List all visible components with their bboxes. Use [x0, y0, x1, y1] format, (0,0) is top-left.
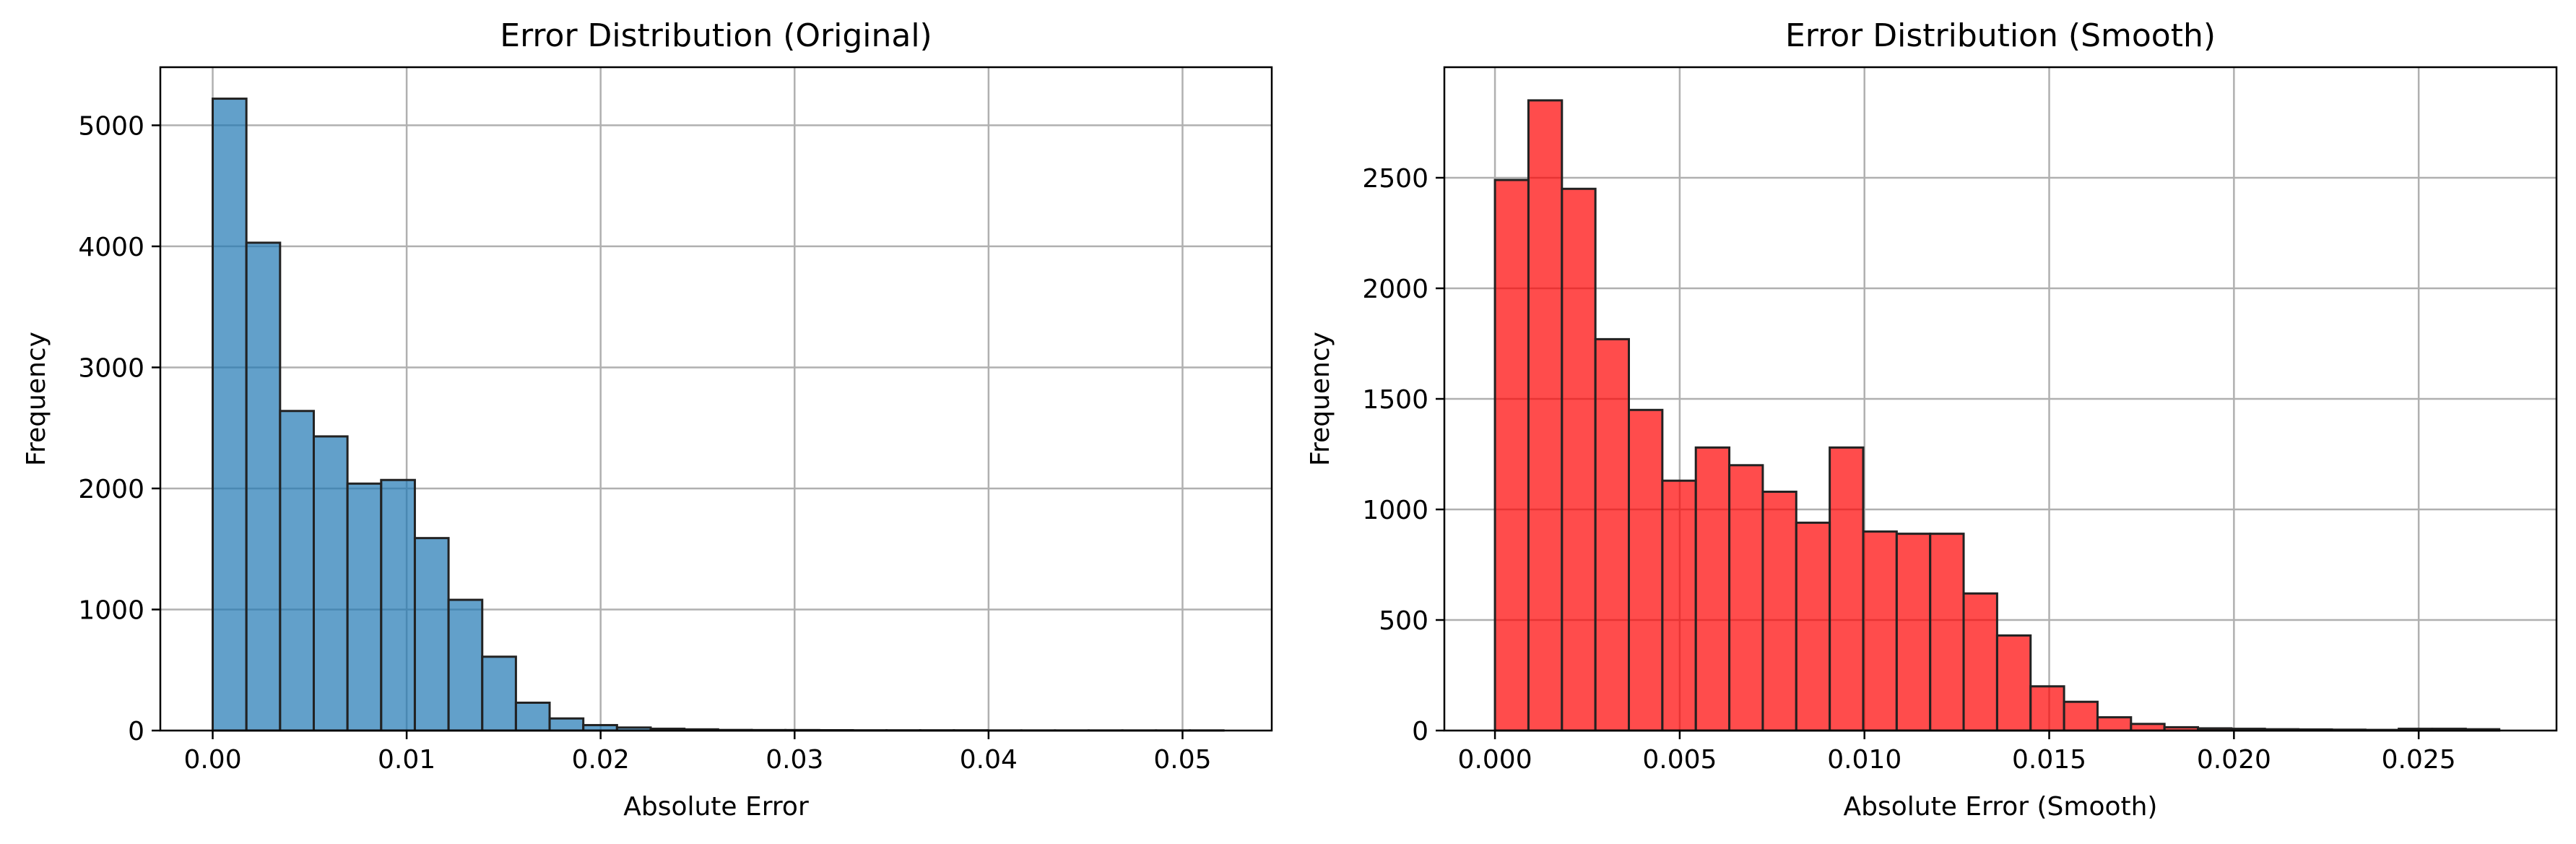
histogram-bar — [548, 717, 585, 732]
histogram-bar — [1493, 178, 1530, 732]
histogram-bar — [312, 435, 349, 732]
histogram-bar — [346, 482, 383, 732]
y-tick-label: 0 — [1412, 717, 1428, 746]
y-tick-label: 500 — [1379, 606, 1428, 636]
histogram-bar — [481, 655, 517, 732]
y-tick-label: 1500 — [1362, 385, 1428, 415]
x-tick-label: 0.00 — [183, 745, 241, 775]
y-axis-label: Frequency — [1306, 332, 1335, 466]
y-tick-label: 2000 — [1362, 275, 1428, 304]
chart-title: Error Distribution (Smooth) — [1785, 17, 2216, 54]
histogram-bar — [1862, 530, 1898, 732]
histogram-bar — [514, 701, 551, 732]
x-tick-label: 0.01 — [378, 745, 435, 775]
histogram-bar — [245, 241, 282, 732]
histogram-bar — [1527, 99, 1564, 732]
histogram-bar — [1694, 446, 1731, 732]
y-tick-label: 2000 — [78, 475, 144, 504]
histogram-bar — [1895, 533, 1932, 732]
y-tick-label: 3000 — [78, 353, 144, 383]
chart-panel-1: 0.00 0.01 0.02 0.03 0.04 0.05 0 1000 2000 3000 400… — [22, 17, 1273, 822]
y-tick-label: 2500 — [1362, 164, 1428, 194]
y-tick-label: 1000 — [78, 595, 144, 625]
x-tick-label: 0.015 — [2012, 745, 2086, 775]
x-tick-label: 0.04 — [960, 745, 1018, 775]
x-tick-label: 0.02 — [572, 745, 630, 775]
histogram-bar — [1761, 491, 1797, 732]
histogram-bar — [212, 98, 248, 732]
x-tick-label: 0.03 — [766, 745, 823, 775]
x-tick-label: 0.05 — [1153, 745, 1211, 775]
y-tick-label: 4000 — [78, 233, 144, 262]
x-axis-label: Absolute Error — [623, 792, 809, 822]
histogram-bar — [380, 478, 416, 732]
histogram-bar — [447, 598, 484, 732]
y-tick-label: 1000 — [1362, 496, 1428, 525]
histogram-bar — [413, 537, 450, 732]
histogram-bar — [279, 410, 315, 732]
plot-frame — [159, 66, 1273, 732]
y-tick-label: 0 — [128, 717, 144, 746]
x-tick-label: 0.010 — [1827, 745, 1901, 775]
x-tick-label: 0.005 — [1642, 745, 1717, 775]
x-tick-label: 0.025 — [2382, 745, 2456, 775]
histogram-bar — [2063, 700, 2099, 732]
histogram-bar — [1628, 408, 1664, 732]
histogram-bar — [1995, 634, 2032, 732]
histogram-bar — [1594, 337, 1631, 732]
chart-title: Error Distribution (Original) — [500, 17, 932, 54]
x-tick-label: 0.020 — [2197, 745, 2271, 775]
y-tick-label: 5000 — [78, 111, 144, 141]
histogram-bar — [2096, 716, 2133, 732]
x-tick-label: 0.000 — [1458, 745, 1532, 775]
histogram-bar — [1795, 521, 1831, 732]
chart-panel-2: 0.000 0.005 0.010 0.015 0.020 0.025 0 500 1000 15… — [1306, 17, 2558, 822]
y-axis-label: Frequency — [22, 332, 51, 466]
x-axis-label: Absolute Error (Smooth) — [1844, 792, 2158, 822]
histogram-bar — [1829, 446, 1865, 732]
histogram-bar — [2130, 723, 2166, 732]
histogram-bar — [2029, 685, 2065, 732]
histogram-bar — [1728, 464, 1764, 732]
histogram-bar — [1661, 479, 1697, 732]
histogram-bar — [1929, 533, 1965, 732]
histogram-bar — [1962, 592, 1998, 732]
histogram-bar — [1561, 187, 1597, 732]
